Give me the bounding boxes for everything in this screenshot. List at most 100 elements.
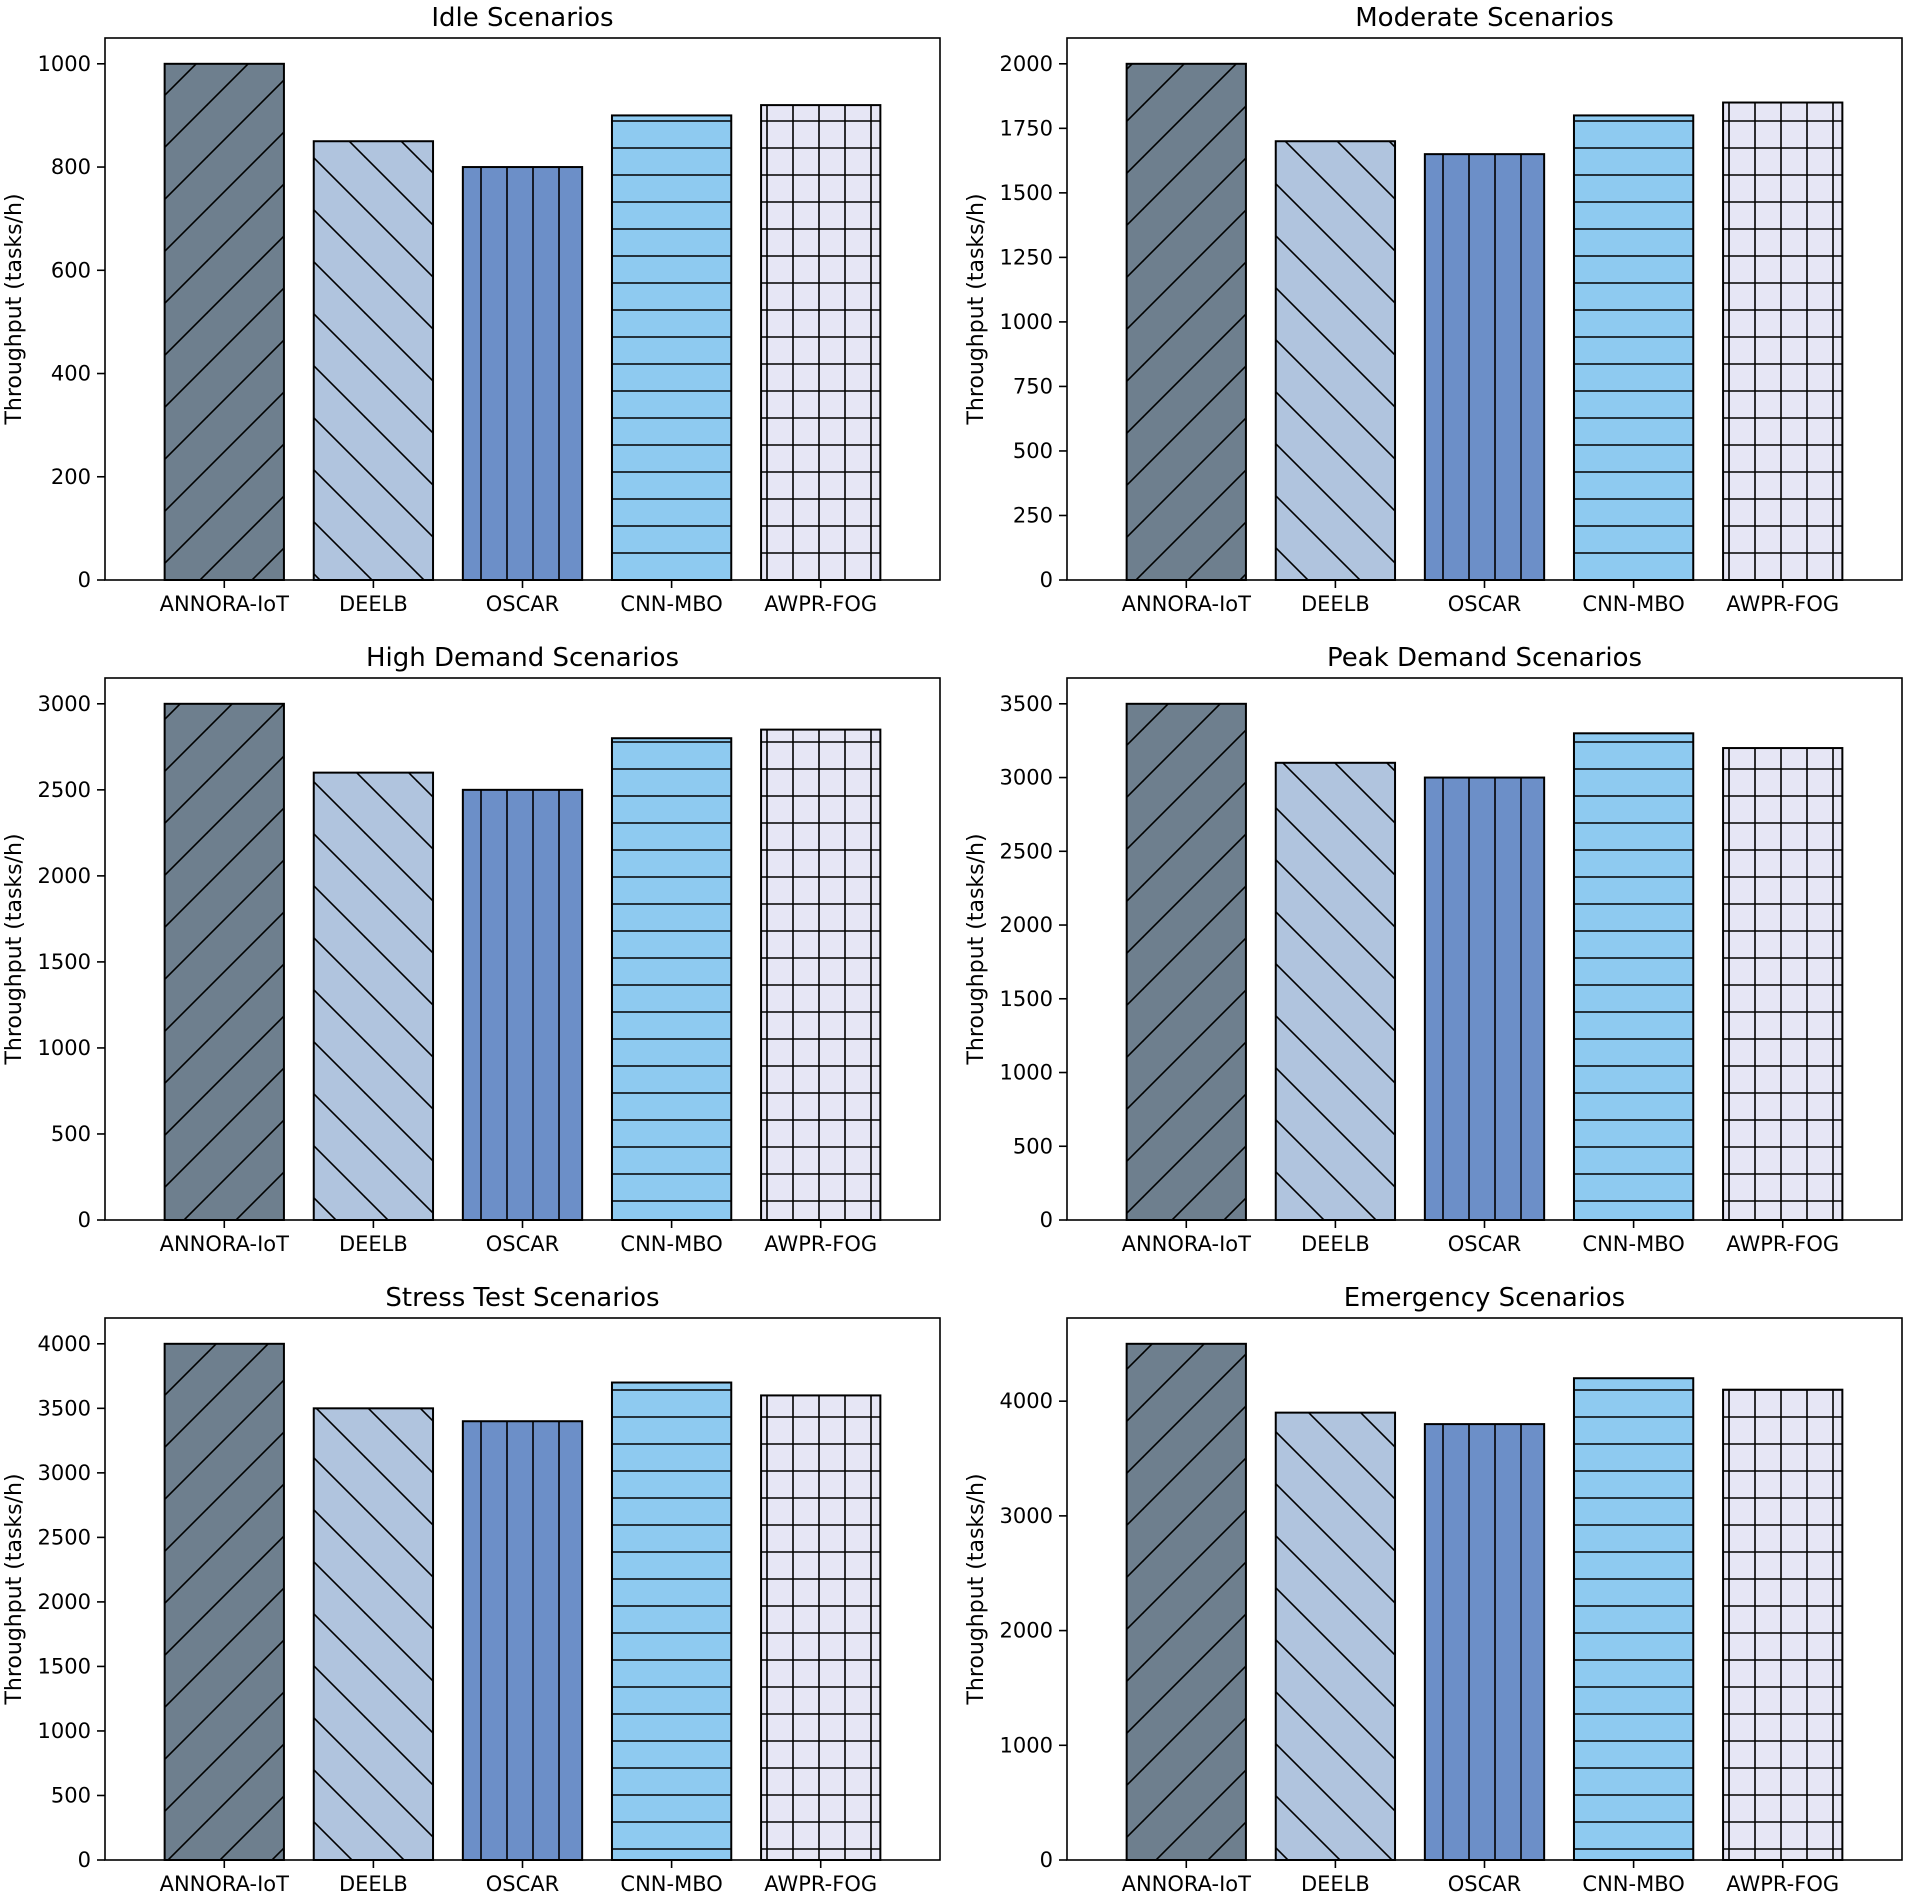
chart-panel-5: 0 500 1000 1500 2000 2500 3000 3500 4000 ANNORA-I… — [2, 1283, 941, 1896]
bar-hatch — [761, 1395, 881, 1860]
bar-4 — [610, 737, 733, 1221]
x-tick-label: CNN-MBO — [620, 1232, 722, 1256]
y-axis-label: Throughput (tasks/h) — [2, 833, 27, 1065]
bar-1 — [163, 1342, 285, 1862]
x-tick-label: AWPR-FOG — [1726, 1232, 1839, 1256]
y-tick-label: 1000 — [38, 1036, 91, 1060]
bar-hatch — [1723, 748, 1843, 1220]
bar-hatch — [761, 729, 881, 1220]
chart-title: Idle Scenarios — [431, 3, 613, 33]
x-tick-label: AWPR-FOG — [764, 1232, 877, 1256]
bar-2 — [312, 1407, 435, 1862]
bar-1 — [1125, 702, 1247, 1221]
bar-5 — [760, 728, 882, 1221]
x-tick-label: OSCAR — [1448, 592, 1521, 616]
bar-hatch — [164, 1343, 284, 1860]
bar-hatch — [761, 105, 881, 580]
bar-hatch — [462, 167, 583, 581]
y-tick-label: 200 — [51, 465, 91, 489]
bar-5 — [1722, 1388, 1844, 1861]
bar-hatch — [1424, 1424, 1545, 1860]
x-tick-label: ANNORA-IoT — [1122, 592, 1252, 616]
bar-hatch — [164, 63, 284, 581]
bar-hatch — [1424, 154, 1545, 580]
y-axis-label: Throughput (tasks/h) — [964, 1473, 989, 1705]
bar-4 — [610, 114, 733, 582]
x-tick-label: DEELB — [1301, 592, 1370, 616]
bar-4 — [610, 1381, 733, 1861]
chart-panel-3: 0 500 1000 1500 2000 2500 3000 ANNORA-IoT DEELB O… — [2, 643, 941, 1256]
bar-4 — [1572, 114, 1695, 582]
bar-hatch — [313, 1408, 434, 1860]
y-tick-label: 1250 — [1000, 245, 1053, 269]
y-axis-label: Throughput (tasks/h) — [964, 193, 989, 425]
y-tick-label: 400 — [51, 362, 91, 386]
y-tick-label: 1000 — [38, 1719, 91, 1743]
bar-2 — [1274, 761, 1397, 1221]
bar-hatch — [1275, 1412, 1396, 1860]
y-tick-label: 0 — [78, 568, 91, 592]
bar-5 — [1722, 101, 1844, 582]
y-tick-label: 1500 — [38, 1654, 91, 1678]
x-tick-label: ANNORA-IoT — [1122, 1232, 1252, 1256]
bar-hatch — [611, 1382, 732, 1860]
y-tick-label: 2500 — [38, 778, 91, 802]
bar-hatch — [1573, 733, 1694, 1220]
x-tick-label: AWPR-FOG — [1726, 592, 1839, 616]
y-tick-label: 0 — [1040, 1208, 1053, 1232]
bar-1 — [1125, 1342, 1247, 1862]
bar-hatch — [1723, 102, 1843, 581]
bar-hatch — [313, 141, 434, 580]
y-tick-label: 800 — [51, 155, 91, 179]
y-tick-label: 3500 — [1000, 692, 1053, 716]
y-tick-label: 0 — [1040, 1848, 1053, 1872]
y-tick-label: 1000 — [1000, 1733, 1053, 1757]
y-tick-label: 2000 — [38, 1590, 91, 1614]
bar-3 — [461, 1420, 584, 1861]
bar-hatch — [1573, 115, 1694, 580]
x-tick-label: CNN-MBO — [1582, 1872, 1684, 1896]
x-tick-label: CNN-MBO — [1582, 1232, 1684, 1256]
x-tick-label: AWPR-FOG — [764, 592, 877, 616]
y-axis-label: Throughput (tasks/h) — [964, 833, 989, 1065]
x-tick-label: DEELB — [339, 592, 408, 616]
bar-2 — [312, 771, 435, 1222]
y-tick-label: 3000 — [1000, 766, 1053, 790]
y-tick-label: 1500 — [38, 950, 91, 974]
y-axis-label: Throughput (tasks/h) — [2, 193, 27, 425]
x-tick-label: ANNORA-IoT — [160, 1232, 290, 1256]
bar-1 — [163, 62, 285, 582]
bar-3 — [461, 788, 584, 1221]
bar-hatch — [1126, 1343, 1246, 1860]
bar-3 — [1423, 153, 1546, 581]
y-tick-label: 1750 — [1000, 116, 1053, 140]
x-tick-label: CNN-MBO — [620, 1872, 722, 1896]
x-tick-label: DEELB — [339, 1232, 408, 1256]
bar-2 — [312, 140, 435, 581]
y-axis-label: Throughput (tasks/h) — [2, 1473, 27, 1705]
bar-hatch — [164, 703, 284, 1220]
bar-4 — [1572, 732, 1695, 1222]
y-tick-label: 2500 — [38, 1525, 91, 1549]
y-tick-label: 0 — [78, 1848, 91, 1872]
x-tick-label: DEELB — [339, 1872, 408, 1896]
x-tick-label: OSCAR — [486, 1232, 559, 1256]
y-tick-label: 600 — [51, 258, 91, 282]
y-tick-label: 500 — [1013, 439, 1053, 463]
y-tick-label: 2000 — [1000, 1619, 1053, 1643]
x-tick-label: OSCAR — [1448, 1872, 1521, 1896]
bar-1 — [1125, 62, 1247, 582]
x-tick-label: ANNORA-IoT — [1122, 1872, 1252, 1896]
bar-2 — [1274, 140, 1397, 581]
x-tick-label: CNN-MBO — [1582, 592, 1684, 616]
x-tick-label: AWPR-FOG — [1726, 1872, 1839, 1896]
x-tick-label: DEELB — [1301, 1232, 1370, 1256]
bar-hatch — [1275, 762, 1396, 1220]
bar-hatch — [1723, 1389, 1843, 1860]
bar-hatch — [313, 772, 434, 1220]
y-tick-label: 1000 — [1000, 1061, 1053, 1085]
y-tick-label: 1500 — [1000, 987, 1053, 1011]
y-tick-label: 500 — [51, 1783, 91, 1807]
bar-5 — [760, 104, 882, 581]
x-tick-label: OSCAR — [1448, 1232, 1521, 1256]
